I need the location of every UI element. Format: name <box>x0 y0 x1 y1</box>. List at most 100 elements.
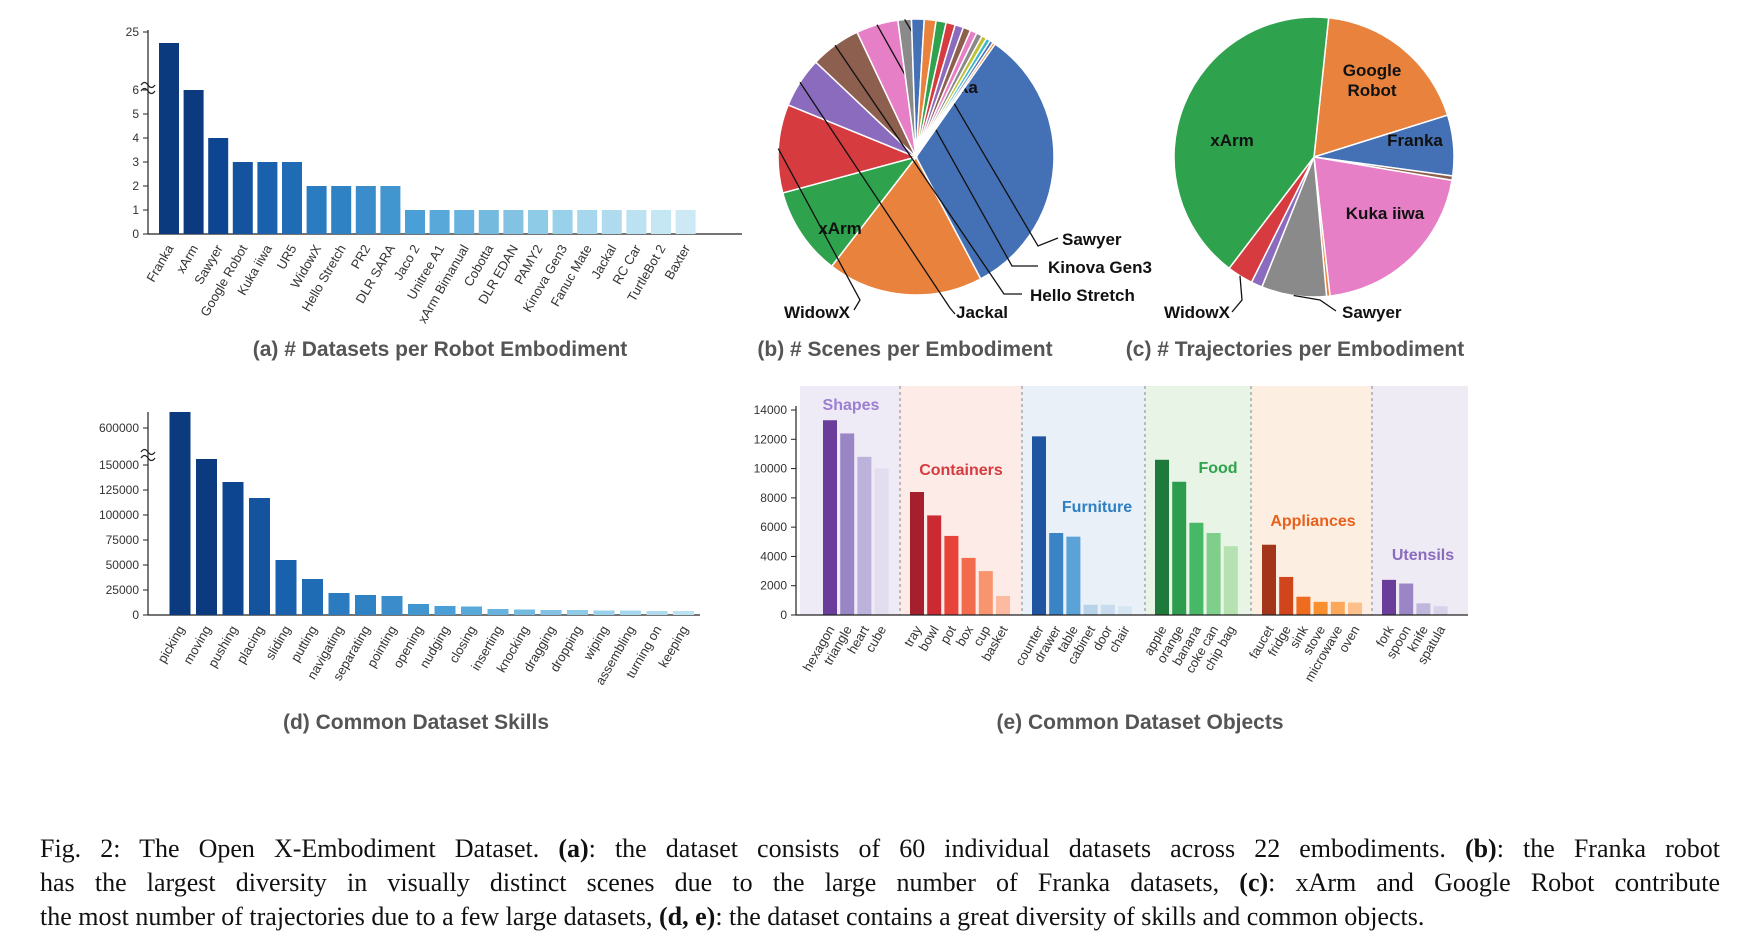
chart-d: 0 25000 50000 75000 100000 125000 150000 600000… <box>99 412 700 734</box>
y-tick-label: 12000 <box>754 432 788 446</box>
chart-title: (d) Common Dataset Skills <box>283 711 549 734</box>
pie-leader-line <box>1293 294 1337 312</box>
pie-label: Kuka iiwa <box>1346 204 1425 223</box>
bar <box>208 138 229 234</box>
bar <box>927 515 942 615</box>
pie-slice <box>1173 16 1330 270</box>
bar <box>1223 546 1238 615</box>
bar <box>257 162 278 234</box>
caption-line-2: has the largest diversity in visually di… <box>40 868 1721 897</box>
axis-break-mark <box>140 87 156 95</box>
bar <box>1262 544 1276 615</box>
y-tick-label: 2 <box>132 179 139 193</box>
y-tick-label: 100000 <box>99 508 139 522</box>
bar <box>1066 536 1081 615</box>
bar <box>1399 583 1414 615</box>
y-tick-label: 125000 <box>99 483 139 497</box>
y-tick-label: 25 <box>126 25 140 39</box>
bar <box>593 610 615 615</box>
y-tick-label: 50000 <box>106 558 140 572</box>
pie-slice <box>1313 156 1453 297</box>
pie-slice <box>915 41 997 158</box>
group-label: Food <box>1198 460 1237 477</box>
group-label: Shapes <box>823 397 880 414</box>
bar <box>434 606 456 615</box>
bar <box>183 90 204 234</box>
chart-e: hexagontriangleheartcubeShapestraybowlpo… <box>754 386 1468 734</box>
bar <box>429 210 450 234</box>
chart-title: (e) Common Dataset Objects <box>996 711 1283 734</box>
bar <box>1348 602 1362 615</box>
bar <box>380 186 401 234</box>
bar <box>540 610 562 615</box>
pie-label: Hello Stretch <box>1030 286 1135 305</box>
y-tick-label: 2000 <box>760 579 787 593</box>
axis-break-mark <box>140 454 156 462</box>
bar <box>646 611 668 615</box>
y-tick-label: 5 <box>132 107 139 121</box>
figure-caption: Fig. 2: The Open X-Embodiment Dataset. (… <box>40 832 1720 934</box>
pie-label: Sawyer <box>1062 230 1122 249</box>
y-tick-label: 0 <box>132 227 139 241</box>
bar <box>328 593 350 615</box>
y-tick-label: 8000 <box>760 491 787 505</box>
bar <box>355 595 376 615</box>
bar <box>381 596 403 615</box>
y-tick-label: 25000 <box>106 583 140 597</box>
y-tick-label: 10000 <box>754 462 788 476</box>
bar <box>944 535 959 615</box>
bar <box>275 560 297 615</box>
bar <box>1206 533 1221 615</box>
chart-title: (a) # Datasets per Robot Embodiment <box>253 338 628 361</box>
pie-label: Robot <box>1347 81 1396 100</box>
axis-break-mark <box>140 81 156 89</box>
bar <box>461 606 482 615</box>
bar <box>857 456 872 615</box>
bar <box>1416 603 1431 615</box>
bar <box>249 498 270 615</box>
bar <box>552 210 573 234</box>
bar <box>626 210 647 234</box>
bar <box>1172 481 1187 615</box>
caption-line-3: the most number of trajectories due to a… <box>40 902 1425 931</box>
bar <box>1032 436 1046 615</box>
y-tick-label: 1 <box>132 203 139 217</box>
y-tick-label: 150000 <box>99 458 139 472</box>
bar <box>355 186 376 234</box>
y-tick-label: 75000 <box>106 533 140 547</box>
bar <box>978 571 993 615</box>
bar <box>487 609 509 615</box>
y-tick-label: 14000 <box>754 403 788 417</box>
bar <box>567 610 588 615</box>
bar <box>514 609 535 615</box>
bar <box>823 420 837 615</box>
bar <box>996 595 1010 615</box>
pie-label: Kinova Gen3 <box>1048 258 1152 277</box>
pie-slice <box>830 155 982 296</box>
bar <box>601 210 622 234</box>
bar <box>1100 604 1115 615</box>
bar <box>528 210 548 234</box>
pie-leader-line <box>834 44 1022 295</box>
bar <box>1330 601 1345 615</box>
y-tick-label: 0 <box>132 608 139 622</box>
chart-title: (b) # Scenes per Embodiment <box>757 338 1052 361</box>
bar <box>1382 579 1396 615</box>
pie-leader-line <box>1231 275 1243 313</box>
bar <box>196 459 217 615</box>
bar <box>620 610 641 615</box>
pie-label: xArm <box>1210 131 1253 150</box>
pie-slice <box>777 104 919 194</box>
bar <box>331 186 352 234</box>
bar <box>232 162 253 234</box>
bar <box>405 210 425 234</box>
bar <box>1433 606 1448 615</box>
bar <box>478 210 499 234</box>
bar <box>306 186 327 234</box>
pie-label: WidowX <box>784 303 851 322</box>
figure-canvas: 0 1 2 3 4 5 6 25 Franka xArm Sawyer Google Robot Kuk… <box>99 16 1468 734</box>
caption-line-1: Fig. 2: The Open X-Embodiment Dataset. (… <box>40 834 1721 863</box>
bar <box>282 162 302 234</box>
bar <box>222 482 244 615</box>
